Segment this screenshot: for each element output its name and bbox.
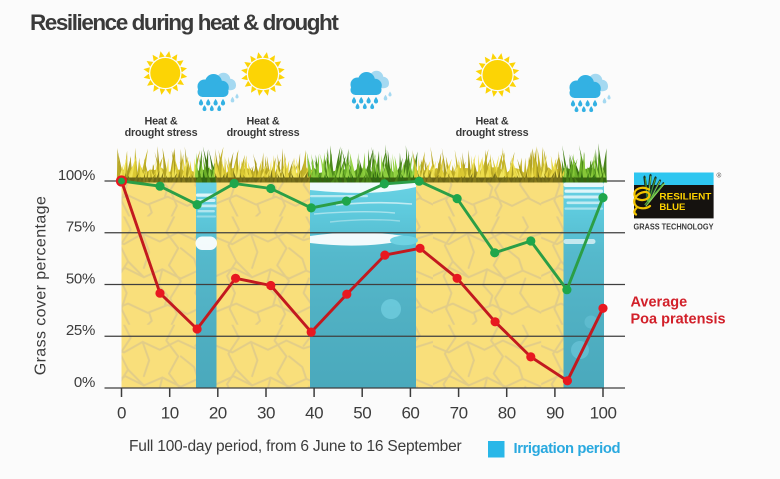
svg-text:GRASS TECHNOLOGY: GRASS TECHNOLOGY (634, 222, 714, 232)
svg-text:BLUE: BLUE (659, 202, 685, 213)
svg-text:Full 100-day period, from 6 Ju: Full 100-day period, from 6 June to 16 S… (129, 438, 461, 455)
svg-text:Irrigation period: Irrigation period (514, 441, 621, 457)
svg-text:Resilience during heat & droug: Resilience during heat & drought (30, 10, 339, 35)
svg-text:drought stress: drought stress (456, 127, 529, 139)
svg-text:Heat &: Heat & (476, 116, 509, 128)
svg-text:50: 50 (353, 404, 371, 423)
svg-text:Average: Average (631, 295, 688, 311)
svg-text:®: ® (717, 172, 722, 180)
svg-text:80: 80 (498, 404, 516, 423)
svg-text:0%: 0% (74, 374, 95, 391)
svg-text:25%: 25% (66, 322, 95, 339)
svg-text:100: 100 (590, 404, 617, 423)
svg-text:Grass cover percentage: Grass cover percentage (33, 196, 50, 376)
svg-text:RESILIENT: RESILIENT (659, 192, 711, 203)
svg-text:drought stress: drought stress (227, 127, 300, 139)
svg-text:90: 90 (546, 404, 564, 423)
svg-text:50%: 50% (66, 270, 95, 287)
svg-text:100%: 100% (58, 167, 95, 184)
svg-text:Heat &: Heat & (145, 116, 178, 128)
svg-text:10: 10 (161, 404, 179, 423)
svg-text:75%: 75% (66, 219, 95, 236)
svg-text:60: 60 (401, 404, 419, 423)
svg-text:0: 0 (117, 404, 126, 423)
svg-text:70: 70 (450, 404, 468, 423)
svg-text:40: 40 (305, 404, 323, 423)
svg-text:drought stress: drought stress (125, 127, 198, 139)
svg-text:20: 20 (209, 404, 227, 423)
svg-text:Poa pratensis: Poa pratensis (631, 312, 726, 328)
svg-text:Heat &: Heat & (247, 116, 280, 128)
svg-text:30: 30 (257, 404, 275, 423)
